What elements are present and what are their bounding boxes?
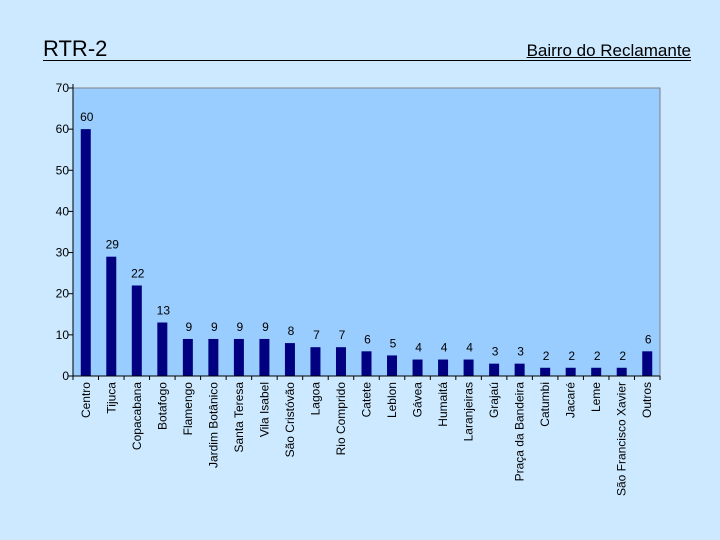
- x-tick-label: Humaitá: [436, 382, 450, 427]
- x-tick-label: Santa Teresa: [232, 382, 246, 453]
- x-tick-label: Leme: [589, 382, 603, 412]
- bar: [438, 359, 449, 376]
- bar: [335, 347, 346, 376]
- y-tick-label: 70: [56, 81, 70, 95]
- data-label: 13: [157, 304, 171, 318]
- x-tick-label: Leblon: [385, 382, 399, 418]
- bar: [233, 338, 244, 376]
- y-tick-label: 50: [56, 163, 70, 177]
- data-label: 9: [211, 320, 218, 334]
- data-label: 60: [80, 110, 94, 124]
- x-tick-label: Jardim Botânico: [206, 382, 220, 468]
- bar: [489, 363, 500, 376]
- data-label: 9: [262, 320, 269, 334]
- y-tick-label: 30: [56, 246, 70, 260]
- bar: [361, 351, 372, 376]
- x-tick-label: Catete: [360, 382, 374, 418]
- data-label: 5: [390, 336, 397, 350]
- data-label: 4: [415, 341, 422, 355]
- bar: [565, 367, 576, 376]
- data-label: 7: [339, 328, 346, 342]
- bar: [80, 129, 91, 376]
- x-tick-label: Centro: [79, 382, 93, 418]
- y-tick-label: 10: [56, 328, 70, 342]
- bar: [284, 343, 295, 376]
- y-tick-label: 60: [56, 122, 70, 136]
- bar: [540, 367, 551, 376]
- data-label: 29: [106, 238, 120, 252]
- bar: [106, 256, 117, 376]
- x-tick-label: Copacabana: [130, 382, 144, 450]
- title-divider: [43, 60, 691, 61]
- x-tick-label: Outros: [640, 382, 654, 418]
- data-label: 3: [492, 345, 499, 359]
- bar: [259, 338, 270, 376]
- x-tick-label: Rio Comprido: [334, 382, 348, 456]
- data-label: 7: [313, 328, 320, 342]
- data-label: 2: [619, 349, 626, 363]
- data-label: 3: [517, 345, 524, 359]
- y-tick-label: 20: [56, 287, 70, 301]
- x-tick-label: Laranjeiras: [462, 382, 476, 441]
- data-label: 2: [568, 349, 575, 363]
- x-tick-label: Grajaú: [487, 382, 501, 418]
- data-label: 2: [594, 349, 601, 363]
- data-label: 9: [186, 320, 193, 334]
- bar: [642, 351, 653, 376]
- data-label: 22: [131, 266, 145, 280]
- data-label: 2: [543, 349, 550, 363]
- x-tick-label: São Cristóvão: [283, 382, 297, 458]
- slide-subtitle: Bairro do Reclamante: [526, 41, 691, 60]
- bar: [514, 363, 525, 376]
- x-tick-label: Lagoa: [308, 382, 322, 416]
- bar: [208, 338, 219, 376]
- x-tick-label: São Francisco Xavier: [615, 382, 629, 496]
- x-axis: Centro Tijuca Copacabana Botafogo Flamengo Ja…: [72, 375, 661, 496]
- x-tick-label: Vila Isabel: [257, 382, 271, 437]
- x-tick-label: Botafogo: [155, 382, 169, 430]
- x-tick-label: Tijuca: [104, 382, 118, 414]
- bar: [412, 359, 423, 376]
- bar: [463, 359, 474, 376]
- bar: [182, 338, 193, 376]
- x-tick-label: Catumbi: [538, 382, 552, 427]
- bar: [131, 285, 142, 376]
- bar: [616, 367, 627, 376]
- y-tick-label: 0: [62, 369, 69, 383]
- data-label: 4: [441, 341, 448, 355]
- plot-area: [72, 87, 661, 377]
- data-label: 9: [237, 320, 244, 334]
- x-tick-label: Flamengo: [181, 382, 195, 436]
- data-label: 8: [288, 324, 295, 338]
- y-tick-label: 40: [56, 204, 70, 218]
- bar: [387, 355, 398, 376]
- y-axis: 0 10 20 30 40 50 60 70: [56, 81, 74, 383]
- data-label: 6: [645, 332, 652, 346]
- x-tick-label: Jacaré: [564, 382, 578, 418]
- bar: [310, 347, 321, 376]
- bar: [157, 322, 168, 376]
- x-tick-label: Praça da Bandeira: [513, 382, 527, 482]
- x-tick-label: Gávea: [411, 382, 425, 418]
- data-label: 4: [466, 341, 473, 355]
- slide-title: RTR-2: [43, 36, 108, 61]
- bar: [591, 367, 602, 376]
- data-label: 6: [364, 332, 371, 346]
